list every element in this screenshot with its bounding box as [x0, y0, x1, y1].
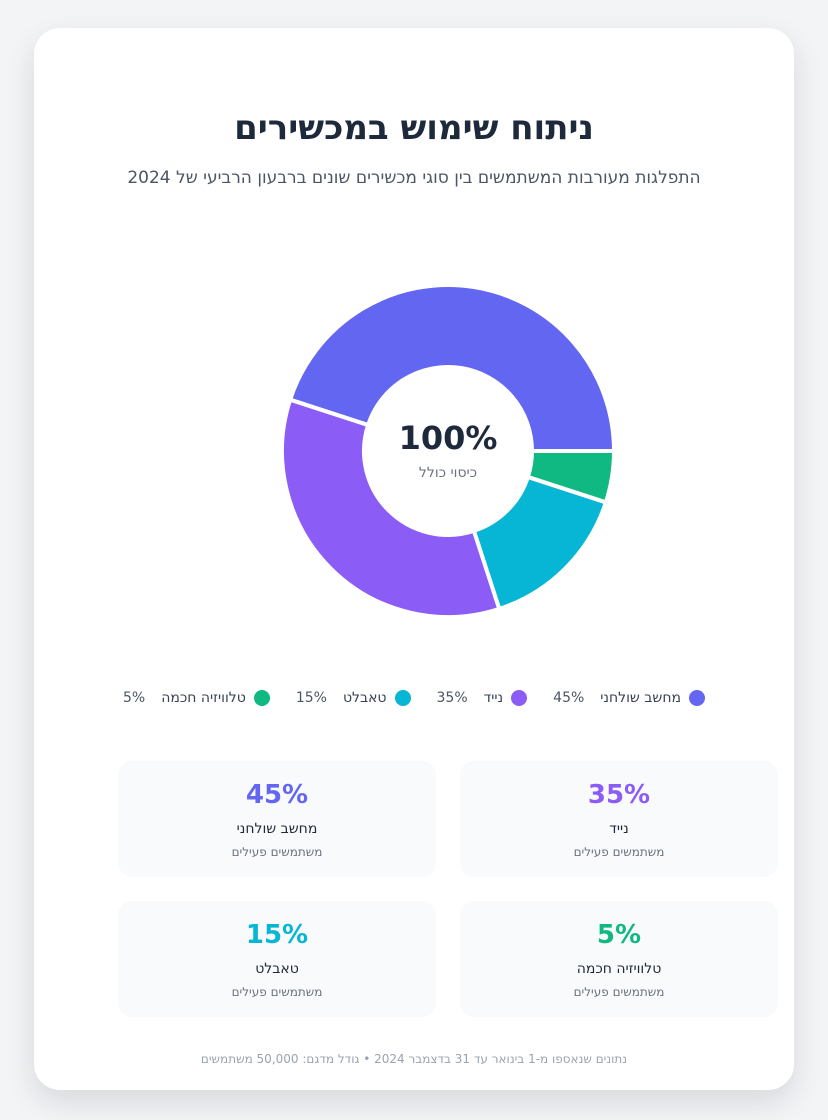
slice-desktop	[288, 283, 616, 453]
legend-value: 45%	[553, 690, 585, 706]
legend-item-desktop: מחשב שולחני 45%	[553, 690, 705, 706]
page-title: ניתוח שימוש במכשירים	[234, 108, 594, 148]
center-value: 100%	[399, 419, 498, 457]
stat-card-tablet: 15% טאבלט משתמשים פעילים	[118, 901, 436, 1017]
legend-label: מחשב שולחני	[600, 690, 681, 706]
stat-card-mobile: 35% נייד משתמשים פעילים	[460, 761, 778, 877]
legend-dot-tablet	[394, 690, 411, 706]
legend-dot-mobile	[511, 690, 528, 706]
slice-mobile	[280, 397, 502, 619]
stat-card-desktop: 45% מחשב שולחני משתמשים פעילים	[118, 761, 436, 877]
legend-dot-desktop	[688, 690, 705, 706]
stat-card-smart-tv: 5% טלוויזיה חכמה משתמשים פעילים	[460, 901, 778, 1017]
stat-value: 45%	[245, 780, 309, 810]
stat-sub: משתמשים פעילים	[573, 985, 665, 999]
stat-value: 15%	[245, 920, 309, 950]
legend-dot-smart-tv	[253, 690, 270, 706]
stat-label: טלוויזיה חכמה	[576, 961, 662, 977]
chart-legend: מחשב שולחני 45% נייד 35% טאבלט 15% טלווי…	[34, 690, 794, 706]
stats-grid: 45% מחשב שולחני משתמשים פעילים 35% נייד …	[118, 761, 778, 1017]
stat-sub: משתמשים פעילים	[231, 845, 323, 859]
legend-item-smart-tv: טלוויזיה חכמה 5%	[123, 690, 270, 706]
legend-item-tablet: טאבלט 15%	[296, 690, 411, 706]
legend-value: 35%	[436, 690, 468, 706]
stat-label: נייד	[609, 821, 629, 837]
legend-item-mobile: נייד 35%	[437, 690, 528, 706]
stat-sub: משתמשים פעילים	[573, 845, 665, 859]
donut-chart-svg: 100% כיסוי כולל	[280, 283, 616, 619]
legend-value: 15%	[295, 690, 327, 706]
legend-label: טלוויזיה חכמה	[161, 690, 246, 706]
donut-chart: 100% כיסוי כולל	[278, 281, 618, 621]
legend-label: נייד	[483, 690, 504, 706]
legend-label: טאבלט	[342, 690, 387, 706]
legend-value: 5%	[123, 690, 146, 706]
slice-smart-tv	[525, 449, 616, 505]
footer-note: נתונים שנאספו מ-1 בינואר עד 31 בדצמבר 20…	[200, 1052, 628, 1066]
stat-sub: משתמשים פעילים	[231, 985, 323, 999]
page-subtitle: התפלגות מעורבות המשתמשים בין סוגי מכשירי…	[127, 168, 701, 188]
stat-value: 35%	[587, 780, 651, 810]
stat-label: טאבלט	[255, 961, 299, 977]
stat-value: 5%	[596, 920, 642, 950]
center-label: כיסוי כולל	[419, 465, 477, 481]
stat-label: מחשב שולחני	[236, 821, 318, 837]
chart-card: ניתוח שימוש במכשירים התפלגות מעורבות המש…	[34, 28, 794, 1090]
